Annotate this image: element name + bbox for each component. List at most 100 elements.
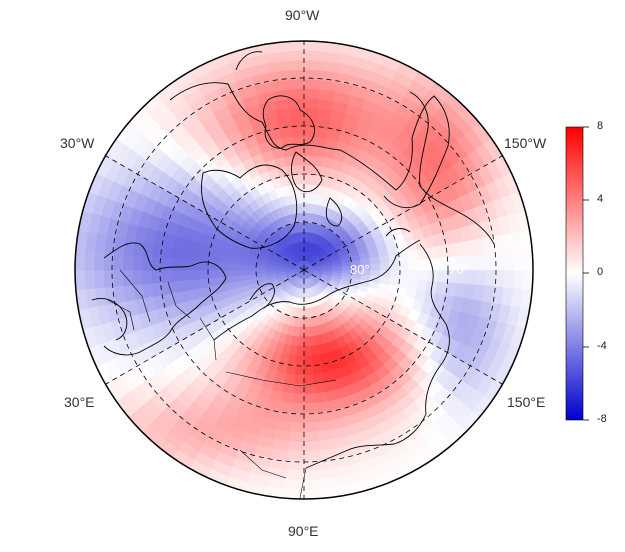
- field-cell: [398, 269, 410, 280]
- field-cell: [303, 383, 316, 395]
- field-cell: [189, 249, 201, 262]
- field-cell: [170, 280, 183, 294]
- field-cell: [303, 174, 313, 185]
- field-cell: [316, 410, 331, 423]
- field-cell: [295, 355, 305, 366]
- country-borders: [107, 269, 337, 499]
- field-cell: [512, 250, 524, 271]
- lon-label-90e: 90°E: [288, 523, 319, 539]
- lon-label-30w: 30°W: [60, 135, 95, 151]
- field-cell: [416, 248, 428, 261]
- field-cell: [93, 269, 105, 289]
- field-cell: [285, 469, 305, 481]
- field-cell: [189, 278, 201, 291]
- field-cell: [303, 78, 321, 90]
- field-cell: [283, 373, 296, 385]
- field-cell: [256, 269, 267, 275]
- map-frame: [74, 40, 534, 500]
- field-cell: [303, 107, 319, 119]
- field-cell: [132, 254, 143, 271]
- field-cell: [292, 393, 305, 404]
- graticule: [105, 41, 503, 499]
- field-cell: [425, 246, 438, 260]
- field-cell: [170, 258, 181, 271]
- field-cell: [303, 50, 324, 62]
- field-cell: [313, 146, 326, 158]
- field-cell: [284, 50, 305, 62]
- field-cell: [170, 269, 181, 282]
- lat-label-80: 80°: [350, 262, 370, 277]
- field-cell: [303, 155, 315, 166]
- field-cell: [512, 269, 524, 290]
- field-cell: [75, 249, 86, 271]
- colorbar: [565, 126, 584, 421]
- field-cell: [370, 269, 381, 277]
- coastline-north-america: [169, 51, 450, 209]
- colorbar-ticks: [583, 126, 589, 421]
- field-cell: [503, 269, 515, 289]
- coastlines: [91, 51, 495, 499]
- field-cell: [278, 127, 293, 139]
- field-cell: [398, 260, 410, 271]
- field-cell: [275, 420, 291, 432]
- field-cell: [227, 269, 238, 277]
- field-cell: [280, 391, 294, 404]
- field-cell: [180, 279, 192, 292]
- field-cell: [142, 283, 154, 299]
- field-cell: [303, 421, 319, 433]
- field-cell: [112, 253, 124, 271]
- field-cell: [299, 222, 305, 233]
- field-cell: [303, 98, 320, 109]
- field-cell: [303, 374, 315, 385]
- field-cell: [278, 401, 293, 413]
- coastline-canadian-archipelago: [262, 95, 343, 227]
- field-cell: [294, 164, 305, 176]
- field-cell: [208, 269, 219, 279]
- field-cell: [303, 450, 321, 462]
- lon-label-90w: 90°W: [285, 7, 320, 23]
- field-cell: [303, 88, 321, 100]
- field-cell: [303, 440, 321, 452]
- field-cell: [435, 244, 447, 259]
- field-cell: [312, 363, 323, 375]
- field-cell: [296, 183, 305, 195]
- field-cell: [297, 203, 305, 214]
- coastline-alaska: [409, 91, 495, 245]
- field-cell: [283, 41, 305, 52]
- field-cell: [378, 254, 390, 264]
- coastline-asia-east: [305, 243, 450, 469]
- field-cell: [160, 269, 172, 283]
- field-cell: [218, 276, 230, 286]
- field-cell: [246, 269, 257, 276]
- colorbar-tick-label: -8: [597, 413, 607, 425]
- field-cell: [313, 382, 326, 394]
- field-cell: [474, 269, 486, 287]
- field-cell: [417, 269, 429, 282]
- field-cell: [237, 269, 248, 277]
- field-cell: [294, 364, 305, 376]
- field-cell: [474, 253, 486, 271]
- field-cell: [122, 253, 134, 271]
- field-cell: [295, 174, 305, 185]
- field-cell: [389, 269, 400, 279]
- field-cell: [287, 78, 305, 90]
- field-cell: [293, 374, 305, 385]
- field-cell: [435, 281, 447, 296]
- anomaly-field: [75, 41, 533, 499]
- field-cell: [141, 269, 153, 285]
- field-cell: [454, 283, 466, 299]
- field-cell: [417, 258, 429, 271]
- lon-label-30e: 30°E: [64, 394, 95, 410]
- colorbar-tick-label: 8: [597, 120, 604, 132]
- field-cell: [408, 269, 419, 281]
- field-cell: [132, 269, 143, 286]
- field-cell: [284, 478, 305, 490]
- field-cell: [303, 193, 311, 204]
- field-cell: [407, 249, 419, 262]
- field-cell: [287, 440, 305, 452]
- field-cell: [303, 488, 325, 499]
- colorbar-tick-label: 4: [597, 193, 604, 205]
- field-cell: [315, 401, 330, 413]
- field-cell: [297, 336, 305, 347]
